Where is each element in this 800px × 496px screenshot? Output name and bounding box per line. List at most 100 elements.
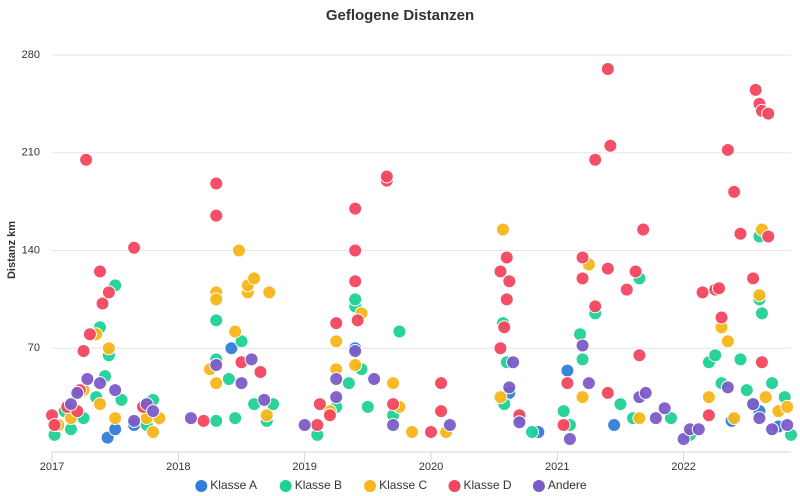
point — [619, 282, 634, 297]
point — [405, 425, 420, 440]
point — [127, 240, 142, 255]
legend-marker — [279, 480, 292, 492]
point — [720, 142, 735, 157]
point — [720, 380, 735, 395]
point — [329, 390, 344, 405]
legend-marker — [364, 480, 377, 492]
point — [386, 418, 401, 433]
point — [495, 222, 510, 237]
point — [63, 397, 78, 412]
point — [600, 61, 615, 76]
x-tick-label: 2020 — [419, 461, 443, 473]
point — [556, 418, 571, 433]
point — [708, 348, 723, 363]
y-tick-label: 140 — [22, 244, 40, 256]
x-tick-label: 2019 — [292, 461, 316, 473]
point — [714, 310, 729, 325]
point — [114, 392, 129, 407]
point — [322, 408, 337, 423]
point — [434, 376, 449, 391]
point — [676, 432, 691, 447]
point — [209, 208, 224, 223]
point — [348, 243, 363, 258]
point — [209, 176, 224, 191]
point — [499, 292, 514, 307]
point — [228, 324, 243, 339]
point — [493, 390, 508, 405]
point — [502, 380, 517, 395]
point — [752, 288, 767, 303]
point — [588, 299, 603, 314]
point — [360, 399, 375, 414]
point — [310, 418, 325, 433]
point — [560, 376, 575, 391]
point — [657, 401, 672, 416]
point — [632, 348, 647, 363]
legend-marker — [195, 480, 208, 492]
point — [76, 344, 91, 359]
point — [758, 390, 773, 405]
point — [93, 397, 108, 412]
point — [93, 264, 108, 279]
point — [613, 397, 628, 412]
point — [701, 408, 716, 423]
legend-label: Klasse B — [295, 478, 342, 492]
point — [691, 422, 706, 437]
point — [244, 352, 259, 367]
point — [183, 411, 198, 426]
point — [493, 264, 508, 279]
point — [765, 376, 780, 391]
point — [101, 341, 116, 356]
point — [648, 411, 663, 426]
point — [720, 334, 735, 349]
point — [739, 383, 754, 398]
legend-label: Klasse A — [210, 478, 257, 492]
point — [329, 334, 344, 349]
point — [512, 415, 527, 430]
point — [727, 184, 742, 199]
point — [348, 358, 363, 373]
y-tick-label: 280 — [22, 49, 40, 61]
point — [562, 432, 577, 447]
point — [379, 169, 394, 184]
point — [209, 413, 224, 428]
point — [348, 344, 363, 359]
point — [47, 418, 62, 433]
point — [297, 418, 312, 433]
point — [754, 306, 769, 321]
y-tick-label: 210 — [22, 147, 40, 159]
point — [761, 106, 776, 121]
point — [733, 226, 748, 241]
point — [146, 404, 161, 419]
y-tick-label: 70 — [28, 342, 40, 354]
legend-label: Andere — [548, 478, 587, 492]
point — [312, 397, 327, 412]
point — [80, 371, 95, 386]
point — [499, 250, 514, 265]
point — [209, 292, 224, 307]
point — [632, 411, 647, 426]
point — [234, 376, 249, 391]
point — [663, 411, 678, 426]
point — [695, 285, 710, 300]
point — [434, 404, 449, 419]
point — [607, 418, 622, 433]
point — [780, 418, 795, 433]
point — [101, 285, 116, 300]
point — [780, 399, 795, 414]
point — [556, 404, 571, 419]
legend-marker — [448, 480, 461, 492]
point — [108, 411, 123, 426]
point — [506, 355, 521, 370]
point — [754, 355, 769, 370]
point — [711, 281, 726, 296]
point — [247, 271, 262, 286]
legend-label: Klasse D — [464, 478, 512, 492]
point — [348, 292, 363, 307]
y-axis-label: Distanz km — [6, 221, 18, 279]
point — [253, 364, 268, 379]
point — [257, 392, 272, 407]
point — [765, 422, 780, 437]
point — [423, 425, 438, 440]
